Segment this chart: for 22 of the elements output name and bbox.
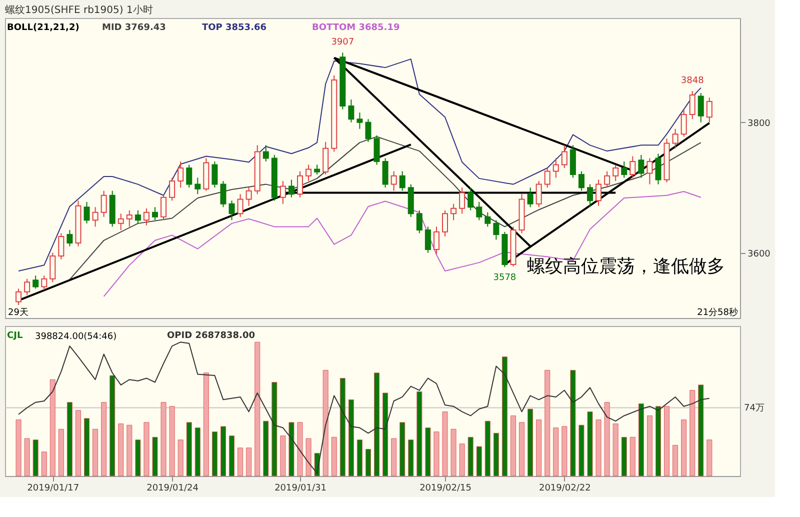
- ref-line-label: 74万: [744, 404, 764, 414]
- legend-title: BOLL(21,21,2): [7, 23, 80, 33]
- annotation: 3848: [680, 76, 704, 86]
- text: MID 3769.43: [102, 23, 166, 33]
- x-tick-label: 2019/01/31: [274, 484, 326, 494]
- x-tick-label: 2019/02/15: [420, 484, 472, 494]
- annotation: 3578: [493, 273, 516, 284]
- y-tick-label: 3800: [748, 118, 771, 129]
- chart-title: 螺纹1905(SHFE rb1905) 1小时: [5, 4, 153, 16]
- annotation: 29天: [8, 307, 28, 318]
- series-label: OPID 2687838.00: [167, 331, 255, 341]
- text: CJL: [7, 331, 23, 341]
- x-tick-label: 2019/01/17: [27, 484, 80, 494]
- text: 398824.00(54:46): [35, 332, 117, 342]
- annotation: 21分58秒: [697, 307, 738, 318]
- text: BOTTOM 3685.19: [312, 23, 400, 33]
- x-tick-label: 2019/02/22: [538, 484, 591, 494]
- annotation: 螺纹高位震荡，逢低做多: [527, 256, 725, 277]
- annotation: 3907: [331, 38, 354, 48]
- text: TOP 3853.66: [202, 23, 267, 33]
- y-tick-label: 3600: [748, 249, 771, 260]
- x-tick-label: 2019/01/24: [146, 484, 199, 494]
